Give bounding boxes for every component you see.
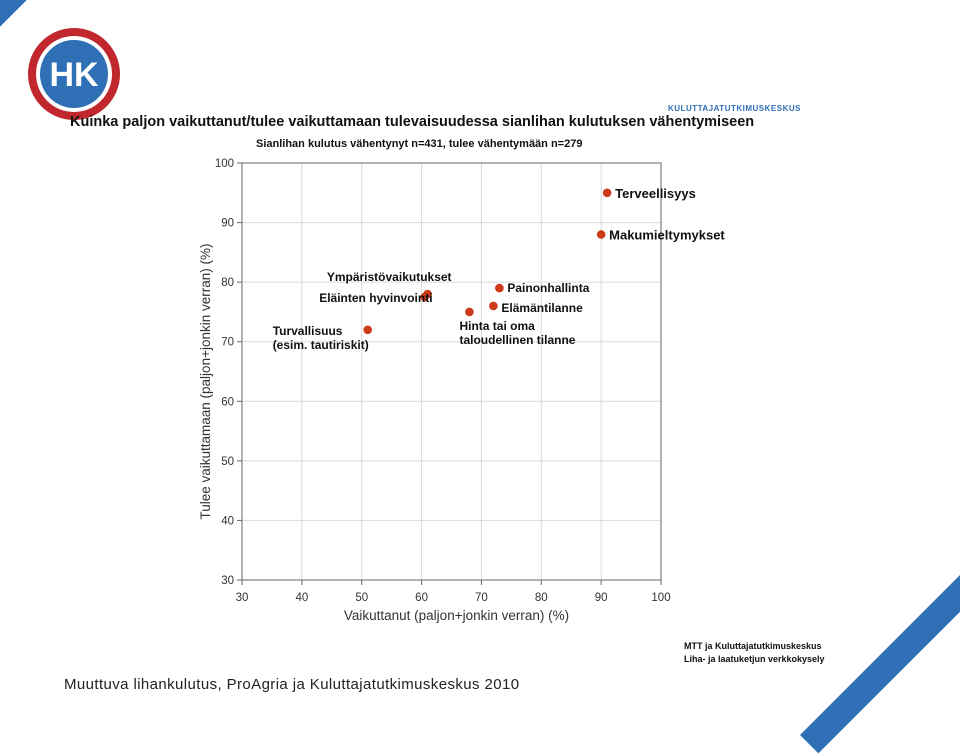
point-label: Ympäristövaikutukset [327, 270, 452, 284]
y-tick-label: 50 [221, 456, 234, 468]
point-label-line: Turvallisuus [273, 324, 343, 338]
x-tick-label: 30 [236, 592, 249, 604]
point-label-line: Hinta tai oma [459, 319, 535, 333]
point-label-line: taloudellinen tilanne [459, 333, 575, 347]
y-tick-label: 70 [221, 337, 234, 349]
logo-disc [40, 40, 108, 108]
credit-line-1: MTT ja Kuluttajatutkimuskeskus [684, 641, 822, 651]
y-tick-label: 100 [215, 158, 234, 170]
chart-title: Kuinka paljon vaikuttanut/tulee vaikutta… [70, 114, 755, 130]
point-label: Hinta tai oma taloudellinen tilanne [459, 319, 575, 347]
x-tick-label: 60 [415, 592, 428, 604]
y-axis-title: Tulee vaikuttamaan (paljon+jonkin verran… [198, 243, 213, 519]
data-point [596, 230, 606, 239]
y-tick-label: 40 [221, 515, 234, 527]
y-tick-label: 80 [221, 277, 234, 289]
hk-logo: HK [28, 28, 120, 120]
data-point [602, 188, 612, 198]
source-caption: Muuttuva lihankulutus, ProAgria ja Kulut… [64, 676, 520, 693]
x-tick-label: 90 [595, 592, 608, 604]
scatter-chart: 30 40 50 60 70 80 90 100 30 40 50 60 70 80 90 100 Vaiku… [198, 158, 726, 623]
credit-line-2: Liha- ja laatuketjun verkkokysely [684, 654, 825, 664]
data-point [363, 325, 373, 335]
y-tick-label: 30 [221, 575, 234, 587]
data-point [489, 301, 498, 311]
point-label: Painonhallinta [507, 281, 589, 295]
org-text-top: KULUTTAJATUTKIMUSKESKUS [668, 104, 801, 113]
credit-block: MTT ja Kuluttajatutkimuskeskus Liha- ja … [684, 640, 825, 666]
point-label: Makumieltymykset [609, 227, 725, 242]
point-labels: Terveellisyys Makumieltymykset Painonhalli… [273, 186, 726, 352]
x-tick-label: 70 [475, 592, 488, 604]
data-points [363, 188, 612, 335]
x-tick-label: 40 [295, 592, 308, 604]
plot-frame [241, 162, 662, 581]
y-tick-label: 90 [221, 218, 234, 230]
axis-ticks: 30 40 50 60 70 80 90 100 30 40 50 60 70 80 90 100 [215, 158, 671, 604]
chart-subtitle: Sianlihan kulutus vähentynyt n=431, tule… [256, 138, 583, 150]
data-point [495, 283, 504, 293]
x-tick-label: 100 [651, 592, 670, 604]
point-label: Turvallisuus (esim. tautiriskit) [273, 324, 369, 352]
x-axis-title: Vaikuttanut (paljon+jonkin verran) (%) [344, 608, 569, 623]
x-tick-label: 80 [535, 592, 548, 604]
data-point [465, 307, 474, 317]
logo-text: HK [49, 56, 99, 94]
point-label: Eläinten hyvinvointi [319, 291, 432, 305]
grid-lines [241, 162, 662, 581]
data-point [420, 292, 429, 302]
x-tick-label: 50 [355, 592, 368, 604]
point-label-line: (esim. tautiriskit) [273, 338, 369, 352]
point-label: Terveellisyys [615, 186, 696, 201]
y-tick-label: 60 [221, 396, 234, 408]
point-label: Elämäntilanne [501, 301, 583, 315]
